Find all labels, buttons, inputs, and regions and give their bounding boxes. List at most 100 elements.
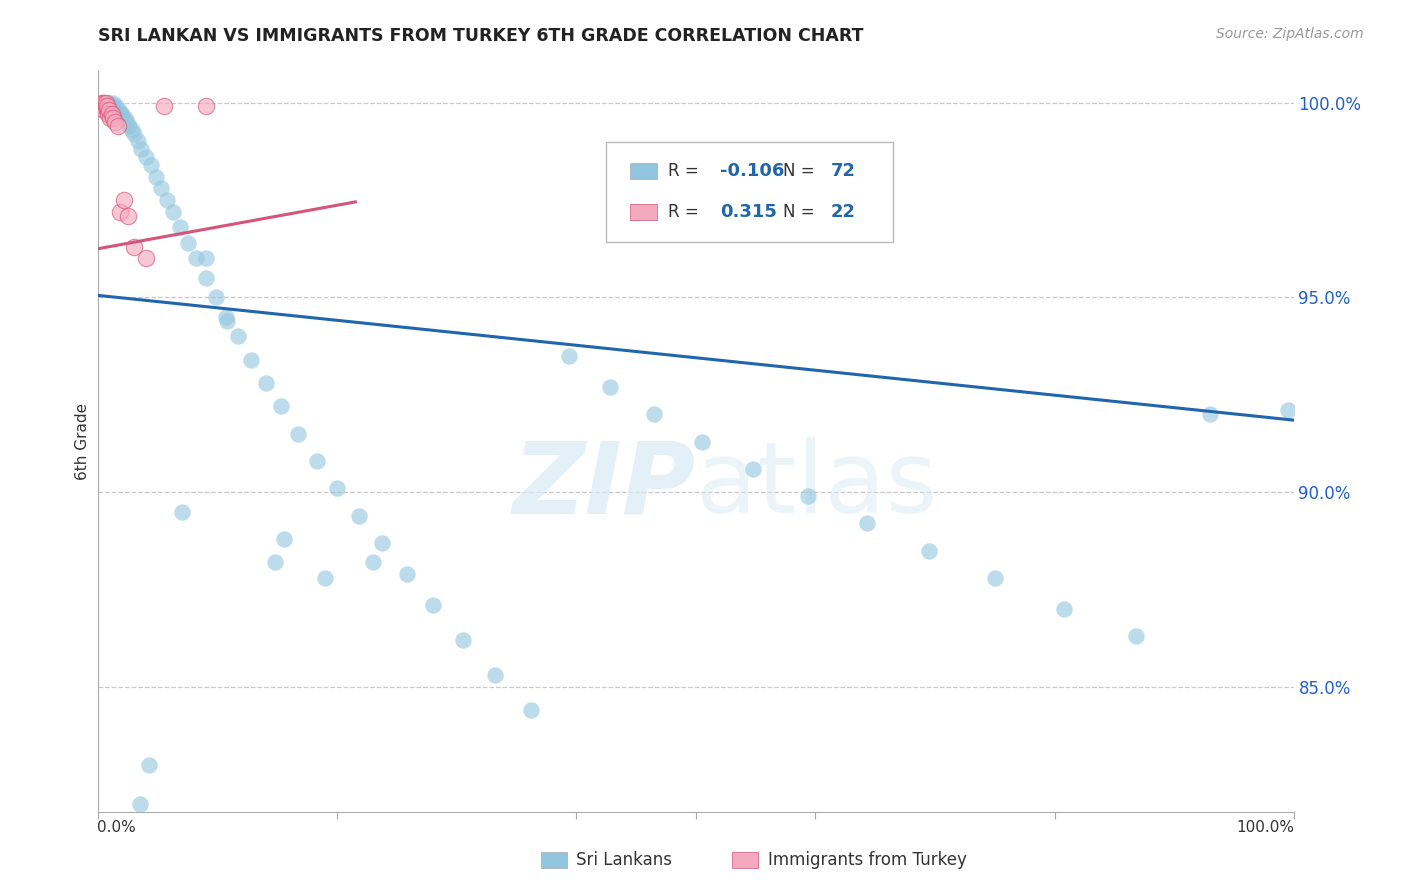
Text: R =: R = — [668, 162, 704, 180]
Point — [94, 99, 117, 113]
Point — [599, 380, 621, 394]
Text: N =: N = — [783, 203, 820, 221]
Point — [101, 111, 124, 125]
Point — [186, 252, 208, 266]
Point — [94, 95, 117, 110]
Point — [194, 99, 218, 113]
Point — [315, 571, 337, 585]
Point — [162, 204, 184, 219]
Point — [264, 555, 287, 569]
Point — [96, 99, 118, 113]
Text: atlas: atlas — [696, 437, 938, 534]
Text: Immigrants from Turkey: Immigrants from Turkey — [768, 851, 966, 869]
Point — [112, 193, 135, 207]
Point — [484, 668, 506, 682]
FancyBboxPatch shape — [606, 142, 893, 242]
Point — [98, 111, 122, 125]
Point — [326, 481, 349, 495]
Point — [98, 99, 122, 113]
Point — [1125, 629, 1147, 643]
Text: ZIP: ZIP — [513, 437, 696, 534]
Point — [105, 99, 128, 113]
Point — [856, 516, 879, 531]
Point — [115, 115, 138, 129]
Point — [347, 508, 370, 523]
Point — [131, 142, 153, 156]
Text: Sri Lankans: Sri Lankans — [576, 851, 672, 869]
Point — [124, 240, 146, 254]
Text: 0.315: 0.315 — [720, 203, 776, 221]
Point — [100, 107, 122, 121]
Point — [177, 235, 200, 250]
Point — [135, 252, 157, 266]
Point — [204, 290, 226, 304]
Point — [643, 407, 665, 421]
Point — [91, 99, 114, 113]
Text: R =: R = — [668, 203, 704, 221]
FancyBboxPatch shape — [630, 204, 657, 220]
Point — [93, 103, 115, 118]
Point — [124, 127, 146, 141]
Point — [96, 103, 118, 118]
Point — [118, 119, 141, 133]
Text: 72: 72 — [831, 162, 856, 180]
Point — [451, 633, 474, 648]
Point — [138, 758, 160, 772]
Point — [103, 103, 125, 118]
Point — [690, 434, 713, 449]
Point — [94, 99, 117, 113]
Y-axis label: 6th Grade: 6th Grade — [75, 403, 90, 480]
Point — [101, 95, 124, 110]
Point — [422, 598, 444, 612]
Point — [984, 571, 1007, 585]
FancyBboxPatch shape — [733, 852, 758, 868]
Point — [107, 103, 129, 118]
Point — [558, 349, 581, 363]
Point — [918, 543, 941, 558]
Point — [145, 169, 167, 184]
Point — [94, 95, 117, 110]
Point — [226, 329, 249, 343]
Point — [121, 123, 143, 137]
Point — [273, 532, 295, 546]
Point — [270, 400, 292, 414]
Point — [363, 555, 385, 569]
Text: Source: ZipAtlas.com: Source: ZipAtlas.com — [1216, 27, 1364, 41]
Point — [370, 536, 392, 550]
Point — [194, 252, 218, 266]
Point — [155, 193, 177, 207]
Point — [96, 99, 118, 113]
Point — [93, 95, 115, 110]
Point — [172, 505, 194, 519]
Point — [98, 95, 121, 110]
Point — [127, 135, 149, 149]
FancyBboxPatch shape — [540, 852, 567, 868]
Point — [108, 204, 131, 219]
Point — [307, 454, 329, 468]
Point — [1053, 602, 1076, 616]
Point — [139, 158, 162, 172]
Text: 22: 22 — [831, 203, 856, 221]
Point — [107, 119, 129, 133]
Point — [96, 95, 118, 110]
Point — [797, 489, 820, 503]
Point — [97, 95, 120, 110]
Point — [91, 95, 114, 110]
Point — [98, 103, 121, 118]
Point — [742, 462, 765, 476]
Point — [111, 107, 134, 121]
Point — [91, 99, 114, 113]
Point — [1277, 403, 1299, 417]
Text: N =: N = — [783, 162, 820, 180]
Point — [93, 95, 115, 110]
Point — [108, 107, 131, 121]
Point — [91, 95, 114, 110]
Text: SRI LANKAN VS IMMIGRANTS FROM TURKEY 6TH GRADE CORRELATION CHART: SRI LANKAN VS IMMIGRANTS FROM TURKEY 6TH… — [98, 27, 863, 45]
Text: -0.106: -0.106 — [720, 162, 785, 180]
Point — [1198, 407, 1220, 421]
Point — [395, 567, 418, 582]
Point — [194, 271, 218, 285]
Point — [254, 376, 277, 390]
Point — [135, 150, 157, 164]
Text: 100.0%: 100.0% — [1237, 820, 1295, 835]
